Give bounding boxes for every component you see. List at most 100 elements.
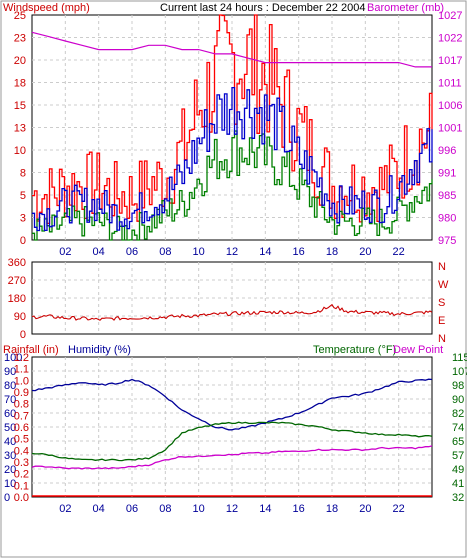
wind-y-tick: 10 [14,145,26,157]
barometer-series [31,31,432,68]
grid-lines [32,15,432,497]
rainfall-y-tick: 0.6 [14,422,29,434]
wind-y-tick: 0 [20,235,26,247]
temperature-y-tick: 74 [452,422,464,434]
wind-y-tick: 20 [14,55,26,67]
humidity-y-tick: 70 [4,394,16,406]
barometer-y-tick: 975 [438,235,456,247]
direction-y-tick: 0 [20,329,26,341]
temperature-y-tick: 32 [452,492,464,504]
barometer-y-tick: 1006 [438,100,462,112]
wind-x-tick: 12 [226,246,238,258]
humidity-y-tick: 50 [4,422,16,434]
humidity-y-tick: 20 [4,464,16,476]
direction-label: S [438,297,445,309]
barometer-y-tick: 985 [438,190,456,202]
rainfall-y-tick: 0.9 [14,387,29,399]
wind-y-tick: 25 [14,10,26,22]
direction-label: N [438,261,446,273]
humidity-x-tick: 02 [59,503,71,515]
temperature-y-tick: 41 [452,478,464,490]
wind-x-tick: 16 [293,246,305,258]
rainfall-y-tick: 0.0 [14,492,29,504]
barometer-y-tick: 996 [438,145,456,157]
wind-y-tick: 18 [14,78,26,90]
wind-y-tick: 3 [20,213,26,225]
rainfall-y-tick: 1.1 [14,364,29,376]
humidity-x-tick: 22 [393,503,405,515]
wind-avg-series [32,86,433,232]
wind-y-tick: 15 [14,100,26,112]
humidity-x-tick: 20 [359,503,371,515]
humidity-y-tick: 90 [4,366,16,378]
rainfall-y-tick: 0.4 [14,445,29,457]
direction-y-tick: 90 [14,311,26,323]
wind-x-tick: 14 [259,246,271,258]
humidity-x-tick: 04 [93,503,105,515]
humidity-x-tick: 08 [159,503,171,515]
humidity-axis-label: Humidity (%) [68,344,131,356]
wind-y-tick: 13 [14,123,26,135]
humidity-y-tick: 30 [4,450,16,462]
temperature-axis-label: Temperature (°F) [313,344,396,356]
direction-label: W [438,279,449,291]
wind-min-series [32,130,433,241]
humidity-y-tick: 40 [4,436,16,448]
barometer-axis-label: Barometer (mb) [367,2,444,14]
temperature-y-tick: 65 [452,436,464,448]
temperature-y-tick: 90 [452,394,464,406]
humidity-x-tick: 14 [259,503,271,515]
humidity-series [31,378,433,431]
wind-x-tick: 18 [326,246,338,258]
temperature-y-tick: 115 [452,352,467,364]
rainfall-y-tick: 1.0 [14,375,29,387]
humidity-y-tick: 60 [4,408,16,420]
rainfall-y-tick: 0.5 [14,434,29,446]
wind-x-tick: 08 [159,246,171,258]
wind-x-tick: 20 [359,246,371,258]
temperature-series [31,421,433,462]
wind-x-tick: 22 [393,246,405,258]
rainfall-y-tick: 0.1 [14,480,29,492]
gust-series [32,14,433,225]
direction-series [31,303,433,321]
humidity-x-tick: 16 [293,503,305,515]
barometer-y-tick: 980 [438,213,456,225]
direction-y-tick: 180 [8,293,26,305]
temperature-y-tick: 107 [452,366,467,378]
rainfall-y-tick: 0.3 [14,457,29,469]
temperature-y-tick: 49 [452,464,464,476]
humidity-x-tick: 12 [226,503,238,515]
barometer-y-tick: 1027 [438,10,462,22]
humidity-x-tick: 06 [126,503,138,515]
wind-y-tick: 23 [14,33,26,45]
rainfall-y-tick: 0.7 [14,410,29,422]
humidity-y-tick: 0 [4,492,10,504]
barometer-y-tick: 1017 [438,55,462,67]
temperature-y-tick: 98 [452,380,464,392]
temperature-y-tick: 82 [452,408,464,420]
rainfall-axis-label: Rainfall (in) [3,344,59,356]
rainfall-y-tick: 1.2 [14,352,29,364]
dewpoint-series [31,445,433,470]
rainfall-y-tick: 0.2 [14,469,29,481]
wind-x-tick: 04 [93,246,105,258]
barometer-y-tick: 1001 [438,123,462,135]
barometer-y-tick: 1022 [438,33,462,45]
barometer-y-tick: 991 [438,168,456,180]
humidity-x-tick: 10 [193,503,205,515]
dewpoint-axis-label: Dew Point [393,344,443,356]
direction-label: N [438,333,446,345]
chart-marks [31,14,433,497]
chart-title: Current last 24 hours : December 22 2004 [160,2,365,14]
humidity-x-tick: 18 [326,503,338,515]
windspeed-axis-label: Windspeed (mph) [3,2,90,14]
direction-y-tick: 360 [8,257,26,269]
rainfall-y-tick: 0.8 [14,399,29,411]
wind-x-tick: 10 [193,246,205,258]
wind-x-tick: 02 [59,246,71,258]
tick-labels: 0358101315182023259759809859919961001100… [4,10,467,515]
humidity-y-tick: 100 [4,352,22,364]
